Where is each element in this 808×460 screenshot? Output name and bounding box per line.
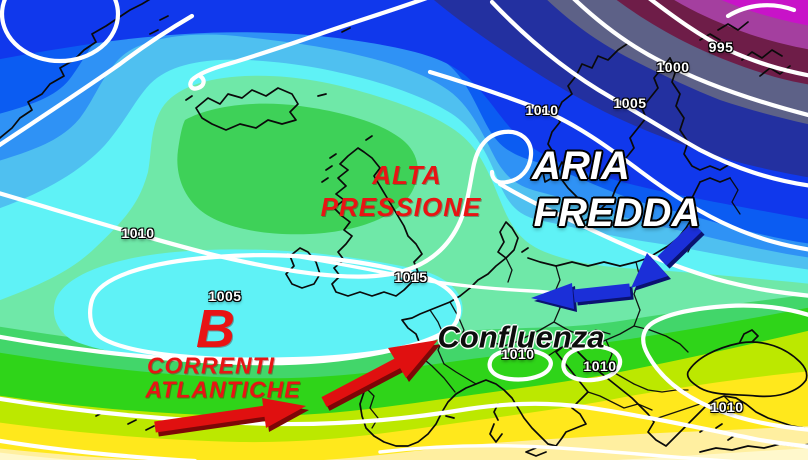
isobar-label: 1010 (525, 102, 559, 118)
high-pressure-label-line1: ALTA (372, 160, 442, 190)
cold-air-arrows (531, 222, 705, 312)
blue-arrow-1 (631, 222, 702, 288)
blue-arrow-2 (531, 283, 631, 309)
atlantic-currents-arrows (154, 340, 441, 437)
red-arrow-1 (154, 398, 306, 433)
isobar-label: 995 (708, 39, 734, 55)
low-pressure-symbol: B (196, 299, 236, 359)
isobar-label: 1010 (710, 399, 744, 415)
red-arrow-2 (321, 340, 438, 407)
confluence-label: Confluenza (437, 319, 605, 355)
isobar-label: 1010 (121, 225, 155, 241)
high-pressure-label-line2: PRESSIONE (320, 192, 482, 222)
isobar-label: 1015 (394, 269, 428, 285)
isobar-label: 1010 (501, 346, 535, 362)
atlantic-currents-label-line2: ATLANTICHE (145, 376, 301, 403)
isobar-label: 1005 (613, 95, 647, 111)
isobar-label: 1005 (208, 288, 242, 304)
isobar-label: 1000 (656, 59, 690, 75)
atlantic-currents-label-line1: CORRENTI (146, 352, 276, 379)
cold-air-label-line2: FREDDA (533, 191, 701, 235)
cold-air-label-line1: ARIA (532, 144, 630, 188)
isobar-label: 1010 (583, 358, 617, 374)
